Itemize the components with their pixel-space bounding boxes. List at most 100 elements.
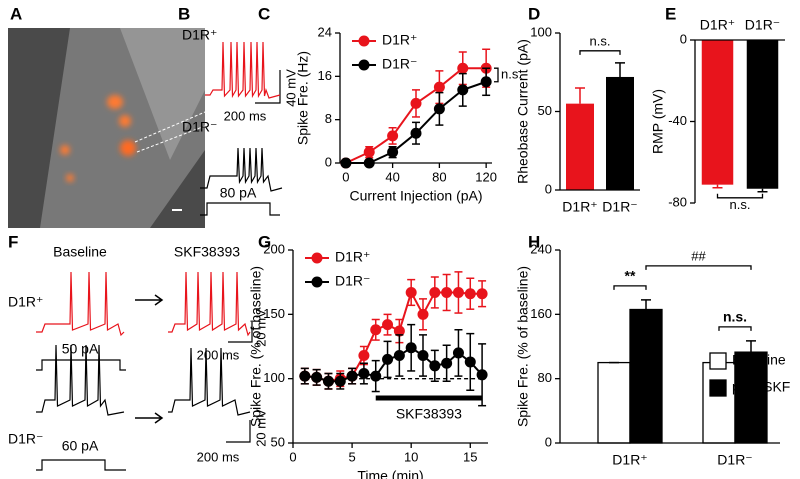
point [433, 81, 445, 93]
point [393, 350, 405, 362]
point [363, 157, 375, 169]
error-bar [641, 299, 651, 310]
x-tick-label: 10 [404, 449, 418, 464]
traces: D1R⁺ D1R⁻ 200 ms 40 mV 80 pA Baseline SK… [8, 27, 298, 471]
trace-label: D1R⁺ [182, 27, 217, 43]
y-axis-label: Spike Fre. (% of baseline) [515, 266, 531, 427]
trace-label: D1R⁺ [8, 294, 43, 310]
y-axis-label: Rheobase Current (pA) [515, 39, 531, 184]
panel-letter: F [8, 232, 18, 251]
point [410, 127, 422, 139]
bracket [718, 326, 752, 331]
scale-label: 20 mV [253, 309, 268, 347]
point [452, 286, 464, 298]
legend-marker [311, 252, 323, 264]
panel-letter: E [665, 4, 676, 23]
bracket [494, 67, 499, 83]
bar [606, 76, 634, 190]
y-tick-label: 24 [318, 24, 332, 39]
scale-label: 20 mV [253, 409, 268, 447]
error-bar [757, 188, 768, 193]
panel-letter: A [10, 4, 22, 23]
x-tick-label: D1R⁺ [562, 199, 597, 215]
point [334, 375, 346, 387]
y-tick-label: 8 [325, 111, 332, 126]
trace-label: D1R⁻ [182, 119, 217, 135]
y-tick-label: 50 [538, 103, 552, 118]
bar [702, 361, 736, 444]
point [340, 157, 352, 169]
x-tick-label: 80 [432, 169, 446, 184]
y-tick-label: 0 [680, 31, 687, 46]
y-tick-label: -40 [668, 113, 687, 128]
scale-label: 200 ms [224, 108, 267, 123]
y-tick-label: 80 [538, 370, 552, 385]
annotation: n.s. [501, 66, 522, 81]
panel-letter: G [258, 232, 271, 251]
error-bar [746, 340, 756, 353]
y-tick-label: -80 [668, 194, 687, 209]
legend-label: D1R⁻ [335, 273, 370, 289]
point [457, 84, 469, 96]
error-bar [615, 62, 625, 77]
voltage-trace [200, 147, 283, 192]
micrograph [8, 28, 206, 228]
panel-letter: C [258, 4, 270, 23]
point [464, 288, 476, 300]
scale-label: 200 ms [197, 347, 240, 362]
point [311, 371, 323, 383]
point [441, 286, 453, 298]
point [429, 286, 441, 298]
point [429, 360, 441, 372]
bracket [613, 285, 647, 290]
annotation: ** [625, 268, 636, 284]
y-tick-label: 100 [263, 370, 285, 385]
y-tick-label: 0 [545, 434, 552, 449]
point [387, 146, 399, 158]
y-axis-label: Spike Fre. (% of baseline) [248, 266, 264, 427]
bar [701, 40, 734, 185]
x-tick-label: D1R⁺ [700, 17, 735, 33]
point [417, 308, 429, 320]
point [476, 369, 488, 381]
error-bar [712, 184, 723, 189]
voltage-trace [168, 271, 251, 337]
current-label: 80 pA [220, 185, 257, 201]
point [405, 286, 417, 298]
y-tick-label: 240 [530, 241, 552, 256]
y-tick-label: 16 [318, 68, 332, 83]
point [382, 319, 394, 331]
legend-label: post-SKF [732, 379, 790, 395]
bracket [645, 265, 752, 270]
legend-marker [358, 35, 370, 47]
current-label: 60 pA [62, 438, 99, 454]
x-tick-label: 5 [348, 449, 355, 464]
legend-label: D1R⁺ [382, 32, 417, 48]
point [358, 368, 370, 380]
annotation: n.s. [730, 197, 751, 212]
legend-marker [358, 59, 370, 71]
error-bar [575, 87, 585, 104]
point [299, 370, 311, 382]
scale-label: 40 mV [283, 69, 298, 107]
x-tick-label: D1R⁻ [717, 452, 752, 468]
legend-swatch [709, 379, 727, 397]
x-tick-label: 15 [463, 449, 477, 464]
point [322, 375, 334, 387]
y-tick-label: 150 [263, 306, 285, 321]
point [480, 76, 492, 88]
y-tick-label: 0 [545, 181, 552, 196]
x-tick-label: D1R⁺ [612, 452, 647, 468]
point [452, 347, 464, 359]
series-line [304, 289, 483, 383]
y-axis-label: Spike Fre. (Hz) [295, 51, 311, 145]
y-tick-label: 160 [530, 306, 552, 321]
voltage-trace [36, 271, 125, 337]
bar [566, 103, 594, 190]
annotation: ## [691, 248, 706, 263]
y-tick-label: 200 [263, 241, 285, 256]
x-tick-label: D1R⁻ [745, 17, 780, 33]
point [476, 288, 488, 300]
point [410, 97, 422, 109]
point [464, 356, 476, 368]
